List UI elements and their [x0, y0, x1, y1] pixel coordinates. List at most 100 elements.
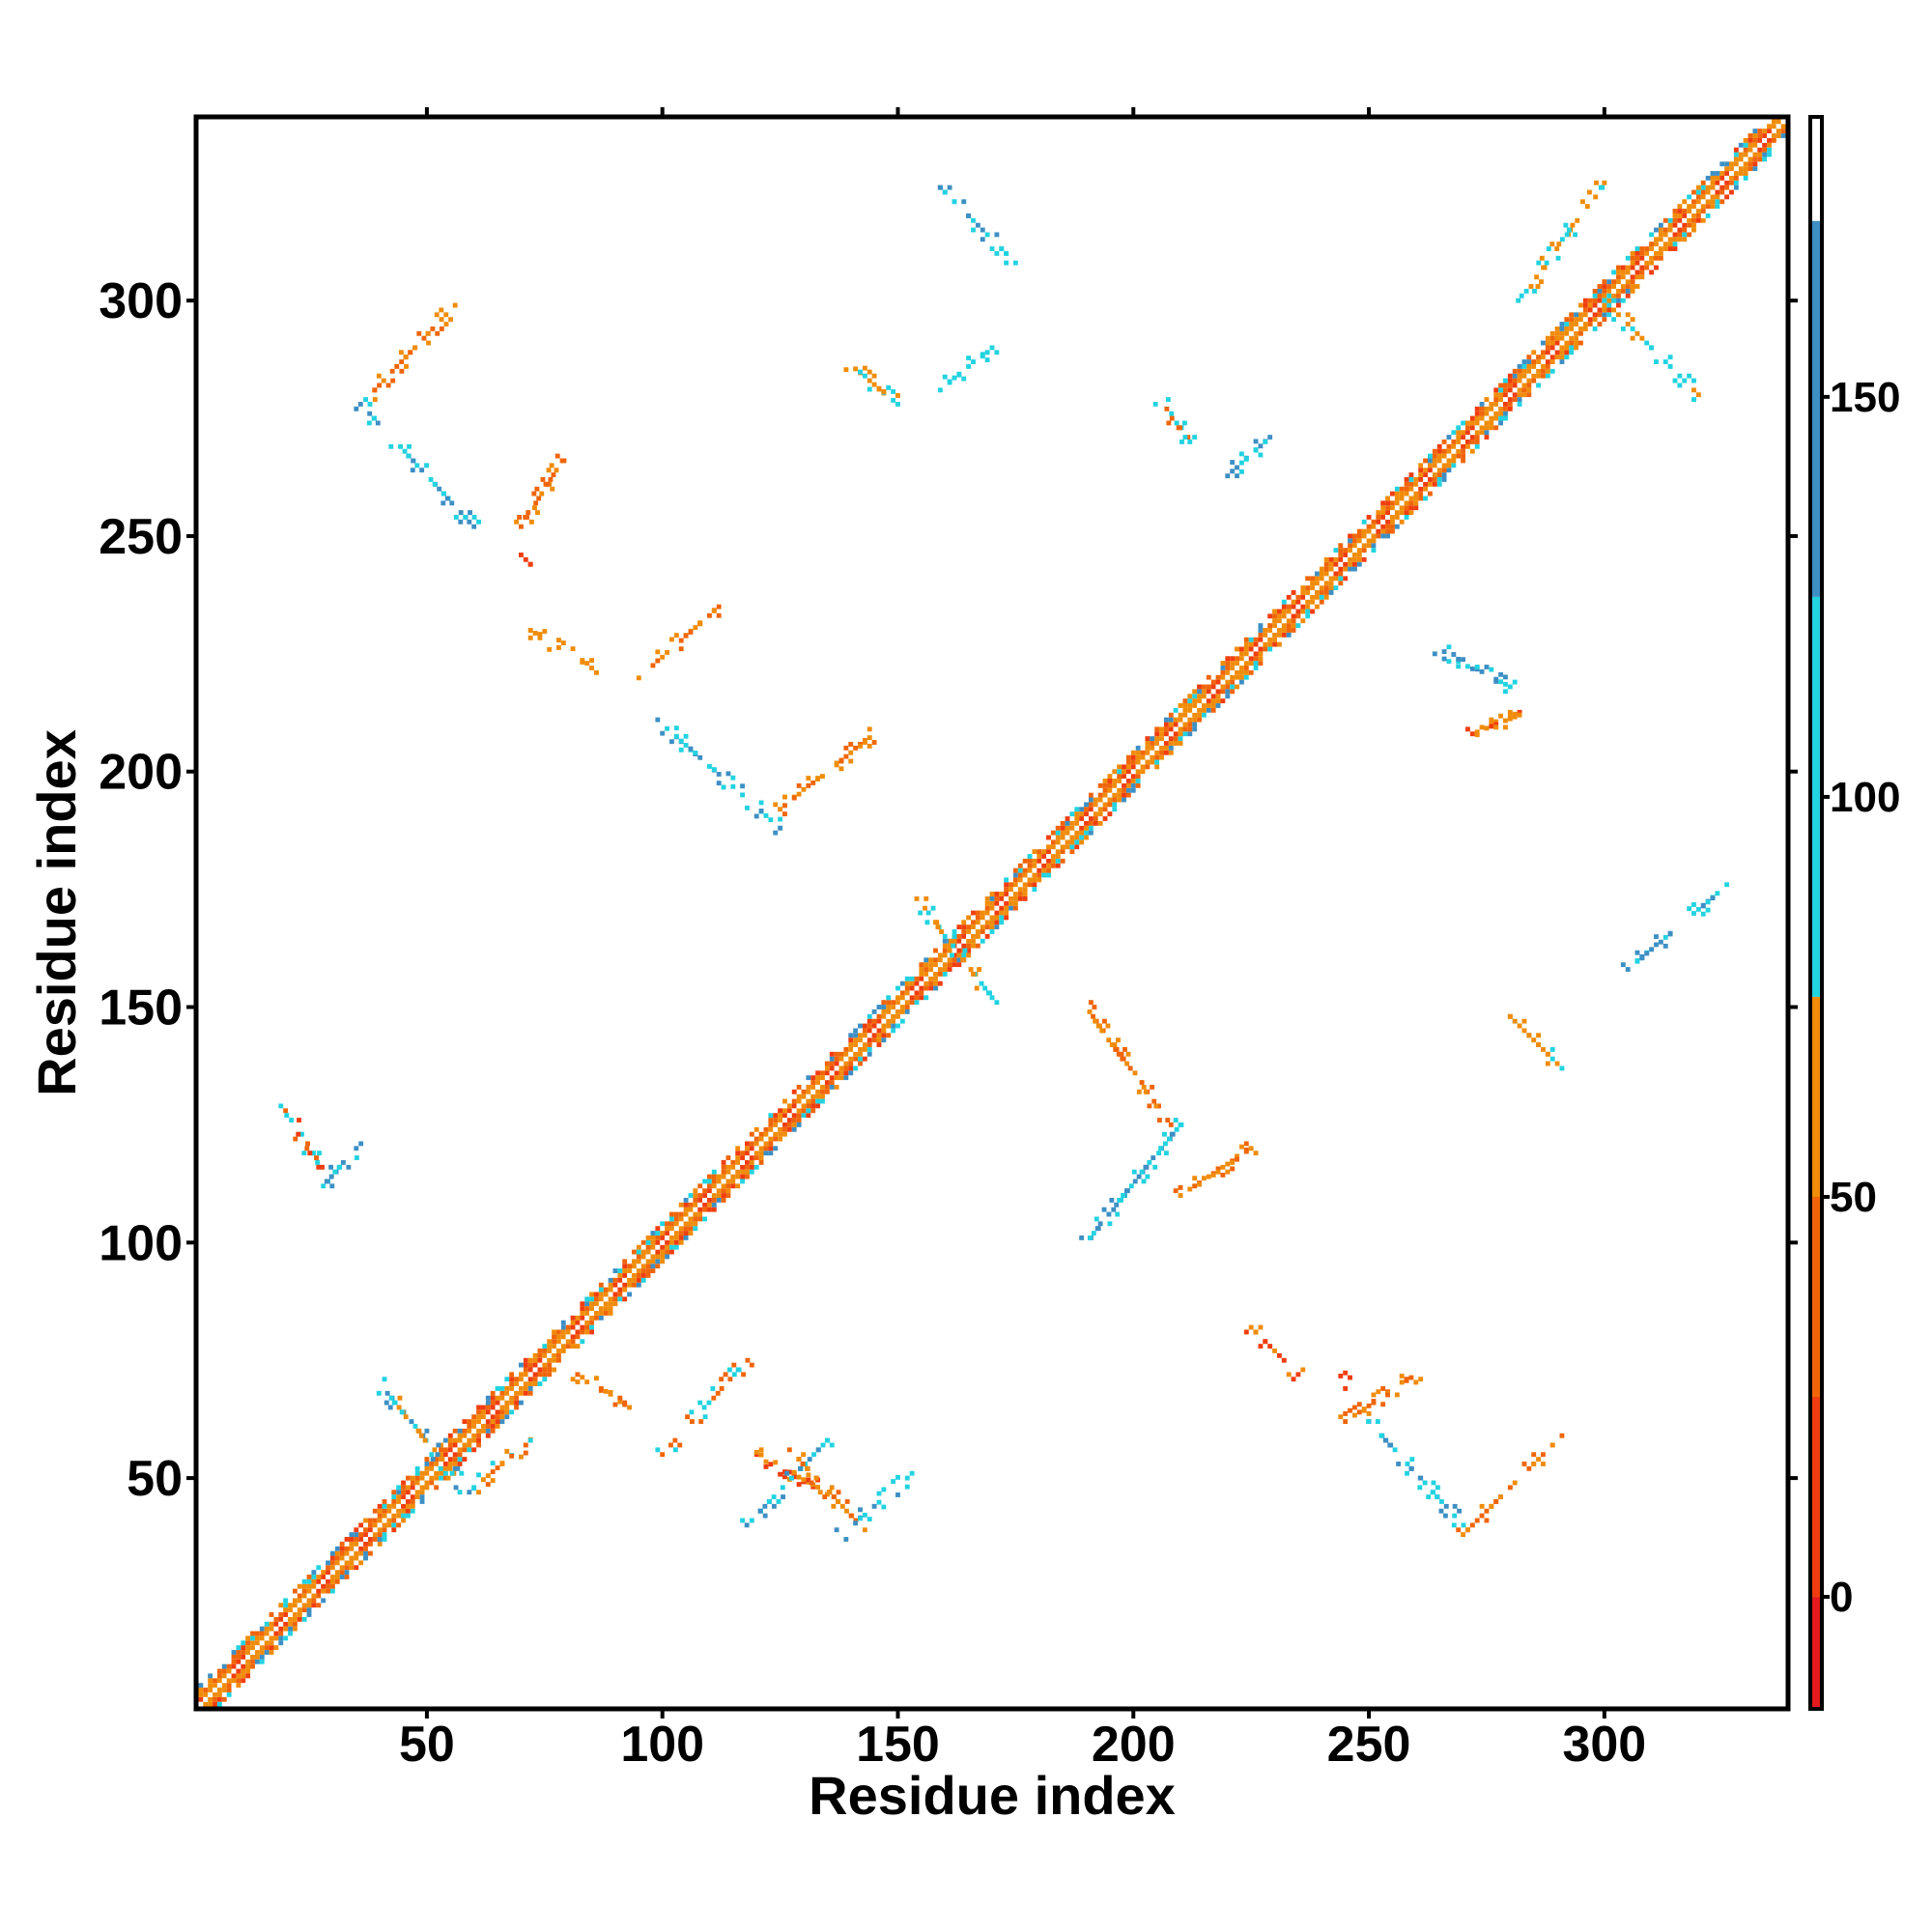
- diagonal-cell: [442, 1457, 448, 1463]
- diagonal-cell: [542, 1372, 548, 1378]
- diagonal-cell: [1394, 486, 1400, 492]
- colorbar-band: [1810, 1597, 1822, 1709]
- diagonal-cell: [923, 980, 929, 986]
- contact-cell: [1143, 1164, 1149, 1170]
- contact-cell: [749, 1518, 754, 1523]
- contact-cell: [1295, 1372, 1301, 1378]
- diagonal-cell: [688, 1211, 694, 1217]
- contact-cell: [278, 1103, 284, 1109]
- diagonal-cell: [1088, 807, 1094, 812]
- diagonal-cell: [1323, 566, 1329, 572]
- diagonal-cell: [504, 1405, 510, 1410]
- contact-cell: [678, 747, 684, 753]
- diagonal-cell: [1182, 707, 1188, 713]
- diagonal-cell: [457, 1447, 463, 1453]
- diagonal-cell: [1733, 175, 1739, 181]
- diagonal-cell: [947, 952, 952, 958]
- diagonal-cell: [1361, 548, 1367, 553]
- diagonal-cell: [1022, 892, 1028, 896]
- diagonal-cell: [876, 1013, 882, 1019]
- diagonal-cell: [1432, 458, 1437, 464]
- diagonal-cell: [1356, 561, 1362, 567]
- diagonal-cell: [1385, 496, 1390, 501]
- contact-cell: [1469, 1522, 1475, 1528]
- diagonal-cell: [1625, 270, 1631, 275]
- diagonal-cell: [693, 1226, 698, 1232]
- diagonal-cell: [612, 1296, 618, 1302]
- diagonal-cell: [518, 1390, 524, 1396]
- diagonal-cell: [673, 1239, 679, 1245]
- diagonal-cell: [707, 1207, 712, 1212]
- diagonal-cell: [867, 1033, 872, 1038]
- diagonal-cell: [1634, 284, 1640, 289]
- diagonal-cell: [636, 1254, 641, 1260]
- diagonal-cell: [1531, 363, 1537, 369]
- contact-cell: [1248, 1146, 1254, 1151]
- diagonal-cell: [749, 1131, 754, 1137]
- diagonal-cell: [367, 1518, 373, 1523]
- diagonal-cell: [1625, 284, 1631, 289]
- diagonal-cell: [278, 1626, 284, 1632]
- diagonal-cell: [1691, 227, 1696, 233]
- diagonal-cell: [1691, 189, 1696, 195]
- diagonal-cell: [947, 967, 952, 972]
- diagonal-cell: [1672, 209, 1678, 213]
- diagonal-cell: [429, 1470, 435, 1476]
- diagonal-cell: [329, 1555, 335, 1561]
- diagonal-cell: [928, 976, 934, 981]
- contact-cell: [1215, 1166, 1221, 1172]
- diagonal-cell: [1747, 147, 1753, 153]
- diagonal-cell: [1361, 556, 1367, 562]
- diagonal-cell: [1536, 383, 1542, 388]
- diagonal-cell: [899, 1018, 905, 1024]
- diagonal-cell: [1752, 156, 1758, 162]
- diagonal-cell: [904, 1000, 910, 1006]
- diagonal-cell: [683, 1231, 689, 1236]
- diagonal-cell: [665, 1235, 670, 1240]
- diagonal-cell: [467, 1419, 472, 1425]
- diagonal-cell: [1235, 684, 1239, 690]
- diagonal-cell: [1348, 561, 1352, 567]
- diagonal-cell: [1305, 594, 1311, 600]
- diagonal-cell: [1597, 302, 1603, 308]
- diagonal-cell: [843, 1070, 849, 1076]
- diagonal-cell: [881, 1018, 887, 1024]
- diagonal-cell: [1248, 656, 1254, 662]
- diagonal-cell: [1526, 378, 1532, 384]
- diagonal-cell: [1549, 340, 1555, 346]
- diagonal-cell: [1225, 674, 1231, 680]
- diagonal-cell: [749, 1164, 754, 1170]
- diagonal-cell: [660, 1221, 666, 1227]
- diagonal-cell: [933, 971, 938, 977]
- contact-cell: [1169, 1131, 1175, 1137]
- diagonal-cell: [259, 1659, 265, 1664]
- diagonal-cell: [1733, 180, 1739, 185]
- contact-cell: [980, 227, 985, 233]
- diagonal-cell: [598, 1292, 604, 1297]
- diagonal-cell: [1493, 401, 1499, 407]
- diagonal-cell: [876, 1033, 882, 1038]
- diagonal-cell: [1376, 528, 1381, 534]
- diagonal-cell: [1328, 585, 1334, 591]
- diagonal-cell: [1432, 472, 1437, 477]
- diagonal-cell: [396, 1485, 402, 1491]
- diagonal-cell: [645, 1268, 651, 1273]
- contact-cell: [1243, 1149, 1249, 1154]
- diagonal-cell: [377, 1537, 383, 1542]
- diagonal-cell: [339, 1560, 345, 1566]
- contact-cell: [297, 1118, 301, 1122]
- diagonal-cell: [867, 1013, 872, 1019]
- diagonal-cell: [1672, 242, 1678, 247]
- diagonal-cell: [1399, 510, 1405, 515]
- diagonal-cell: [909, 980, 915, 986]
- contact-cell: [683, 742, 689, 748]
- diagonal-cell: [1173, 731, 1179, 737]
- diagonal-cell: [1220, 666, 1226, 670]
- diagonal-cell: [1215, 694, 1221, 699]
- contact-cell: [422, 1437, 428, 1443]
- diagonal-cell: [1305, 613, 1311, 619]
- diagonal-cell: [1323, 561, 1329, 567]
- diagonal-cell: [254, 1640, 260, 1646]
- diagonal-cell: [339, 1546, 345, 1551]
